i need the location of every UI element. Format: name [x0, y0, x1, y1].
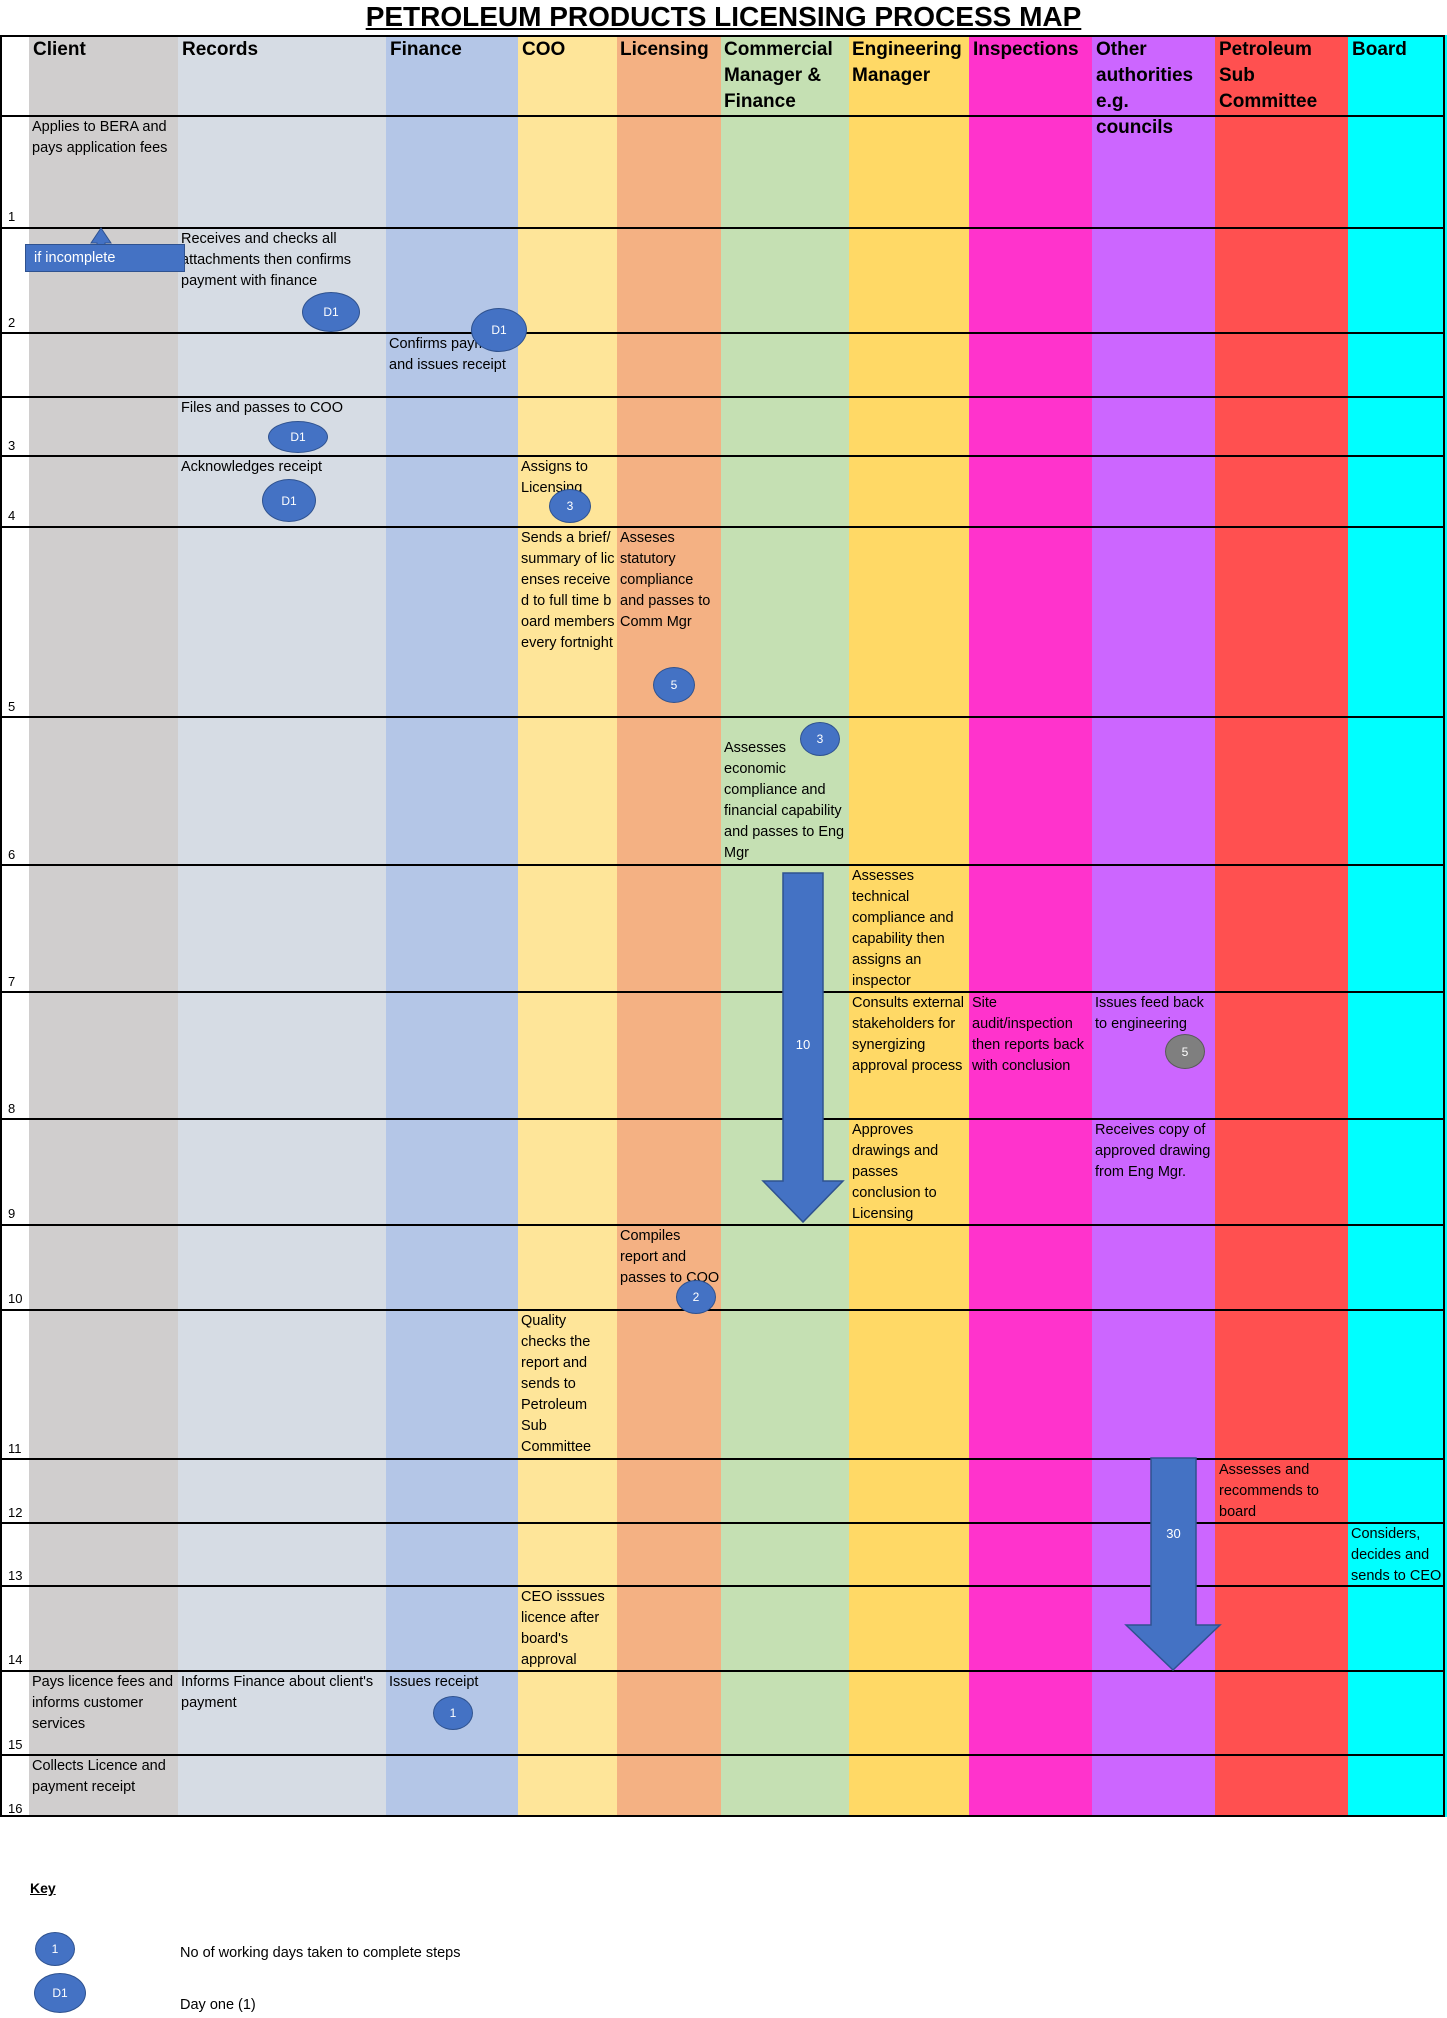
step-number: 6 [8, 847, 16, 862]
lane-header-licensing: Licensing [620, 39, 709, 60]
step-8-inspections: Site audit/inspection then reports back … [972, 995, 1085, 1074]
row-divider [0, 716, 1445, 718]
day-oval: 1 [433, 1696, 473, 1730]
step-number: 11 [8, 1441, 22, 1456]
step-9-engineering: Approves drawings and passes conclusion … [852, 1122, 939, 1222]
row-divider [0, 1458, 1445, 1460]
lane-header-other-authorities: Other authorities e.g. councils [1096, 39, 1194, 138]
row-divider [0, 1754, 1445, 1756]
step-3-records: Files and passes to COO [181, 400, 343, 416]
key-number-oval: 1 [35, 1932, 75, 1966]
day-oval: 3 [800, 722, 840, 756]
row-divider [0, 1585, 1445, 1587]
row-divider [0, 332, 1445, 334]
step-9-other: Receives copy of approved drawing from E… [1095, 1122, 1211, 1180]
lane-header-records: Records [182, 39, 259, 60]
step-number: 7 [8, 974, 16, 989]
step-11-coo: Quality checks the report and sends to P… [521, 1313, 592, 1455]
step-number: 10 [8, 1291, 23, 1306]
step-1-client: Applies to BERA and pays application fee… [32, 119, 168, 156]
row-divider [0, 1670, 1445, 1672]
day-oval: D1 [262, 479, 316, 522]
step-number: 3 [8, 438, 16, 453]
row-divider [0, 396, 1445, 398]
key-label-days: No of working days taken to complete ste… [180, 1945, 461, 1961]
row-divider [0, 1224, 1445, 1226]
step-number: 9 [8, 1206, 16, 1221]
step-16-client: Collects Licence and payment receipt [32, 1758, 166, 1795]
step-number: 2 [8, 315, 16, 330]
step-5-licensing: Asseses statutory compliance and passes … [620, 530, 711, 630]
step-7-engineering: Assesses technical compliance and capabi… [852, 868, 954, 989]
step-4-records: Acknowledges receipt [181, 459, 323, 475]
row-divider [0, 115, 1445, 117]
lane-header-commercial: Commercial Manager & Finance [724, 39, 833, 112]
key-d1-oval: D1 [34, 1973, 86, 2013]
day-oval: 5 [1165, 1034, 1205, 1069]
step-number: 16 [8, 1801, 23, 1816]
row-divider [0, 1522, 1445, 1524]
row-divider [0, 864, 1445, 866]
lane-header-inspections: Inspections [973, 39, 1079, 60]
key-label-day-one: Day one (1) [180, 1997, 256, 2013]
commercial-arrow-days: 10 [795, 1037, 811, 1052]
step-8-engineering: Consults external stakeholders for syner… [852, 995, 965, 1074]
row-divider [0, 227, 1445, 229]
row-divider [0, 526, 1445, 528]
table-border [0, 35, 1445, 1817]
lane-header-sub-committee: Petroleum Sub Committee [1219, 39, 1318, 112]
row-divider [0, 1118, 1445, 1120]
if-incomplete-box: if incomplete [25, 244, 185, 272]
key-title: Key [30, 1880, 56, 1896]
step-6-commercial: Assesses economic compliance and financi… [724, 740, 845, 861]
page-title: PETROLEUM PRODUCTS LICENSING PROCESS MAP [365, 1, 1082, 32]
down-arrow-icon [761, 872, 845, 1224]
lane-header-coo: COO [522, 39, 566, 60]
step-number: 4 [8, 508, 16, 523]
row-divider [0, 991, 1445, 993]
step-12-sub-committee: Assesses and recommends to board [1219, 1462, 1319, 1520]
step-14-coo: CEO isssues licence after board's approv… [521, 1589, 605, 1668]
row-divider [0, 455, 1445, 457]
step-15-client: Pays licence fees and informs customer s… [32, 1674, 174, 1732]
step-number: 14 [8, 1652, 23, 1667]
step-number: 5 [8, 699, 16, 714]
step-13-board: Considers, decides and sends to CEO [1351, 1526, 1442, 1584]
step-8-other: Issues feed back to engineering [1095, 995, 1204, 1032]
step-number: 15 [8, 1737, 23, 1752]
step-number: 12 [8, 1505, 23, 1520]
day-oval: D1 [268, 421, 328, 453]
step-number: 8 [8, 1101, 16, 1116]
lane-header-board: Board [1352, 39, 1407, 60]
step-15-records: Informs Finance about client's payment [181, 1674, 374, 1711]
down-arrow-icon [1124, 1457, 1222, 1672]
lane-header-client: Client [33, 39, 86, 60]
step-5-coo: Sends a brief/summary of licenses receiv… [521, 530, 615, 651]
other-arrow-days: 30 [1166, 1526, 1181, 1541]
lane-header-engineering: Engineering Manager [852, 39, 962, 86]
day-oval: 5 [653, 667, 695, 703]
step-15-finance: Issues receipt [389, 1674, 479, 1690]
step-number: 13 [8, 1568, 23, 1583]
step-2-records: Receives and checks all attachments then… [181, 231, 352, 289]
row-divider [0, 1309, 1445, 1311]
step-number: 1 [8, 209, 16, 224]
day-oval: D1 [471, 308, 527, 352]
day-oval: 2 [676, 1280, 716, 1314]
day-oval: 3 [549, 489, 591, 523]
day-oval: D1 [302, 292, 360, 332]
lane-header-finance: Finance [390, 39, 462, 60]
